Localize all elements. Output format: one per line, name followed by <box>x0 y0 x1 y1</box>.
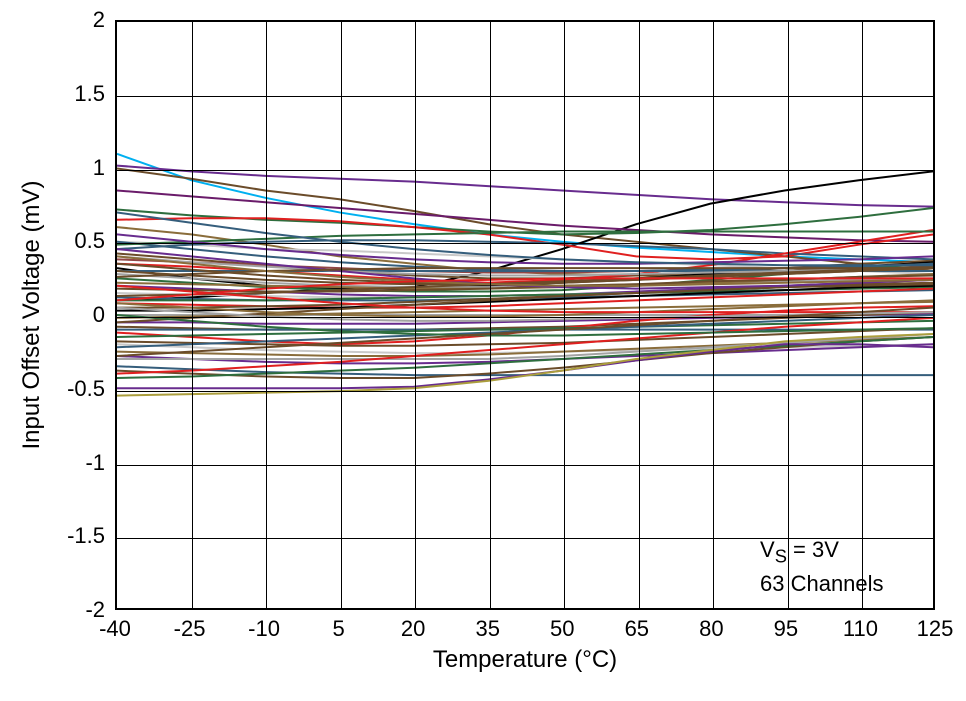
gridline-h <box>117 96 933 97</box>
plot-area <box>115 20 935 610</box>
gridline-v <box>341 22 342 608</box>
y-tick-label: 1 <box>93 155 105 181</box>
x-tick-label: 20 <box>401 616 425 642</box>
gridline-h <box>117 465 933 466</box>
annotation-line1: VS = 3V <box>760 537 839 562</box>
x-tick-label: 125 <box>917 616 954 642</box>
gridline-v <box>788 22 789 608</box>
gridline-v <box>862 22 863 608</box>
gridline-v <box>713 22 714 608</box>
x-tick-label: 110 <box>843 616 878 642</box>
y-tick-label: 0.5 <box>74 228 105 254</box>
y-tick-label: -1 <box>85 450 105 476</box>
series-line <box>117 344 933 388</box>
gridline-v <box>415 22 416 608</box>
x-tick-label: 95 <box>774 616 798 642</box>
y-tick-label: 1.5 <box>74 81 105 107</box>
x-axis-label: Temperature (°C) <box>433 646 617 674</box>
gridline-v <box>564 22 565 608</box>
annotation-text: VS = 3V 63 Channels <box>760 535 884 599</box>
gridline-v <box>266 22 267 608</box>
annotation-line2: 63 Channels <box>760 571 884 596</box>
x-tick-label: -25 <box>174 616 206 642</box>
chart-container: Temperature (°C) Input Offset Voltage (m… <box>0 0 966 701</box>
y-tick-label: -0.5 <box>67 376 105 402</box>
series-line <box>117 208 933 234</box>
x-tick-label: 35 <box>475 616 499 642</box>
series-line <box>117 169 933 272</box>
x-tick-label: 50 <box>550 616 574 642</box>
x-tick-label: 5 <box>333 616 345 642</box>
x-tick-label: 80 <box>699 616 723 642</box>
gridline-h <box>117 391 933 392</box>
gridline-h <box>117 243 933 244</box>
y-axis-label: Input Offset Voltage (mV) <box>18 180 46 449</box>
chart-lines <box>117 22 933 608</box>
gridline-v <box>639 22 640 608</box>
series-line <box>117 190 933 241</box>
y-tick-label: 2 <box>93 7 105 33</box>
x-tick-label: 65 <box>625 616 649 642</box>
x-tick-label: -10 <box>248 616 280 642</box>
gridline-h <box>117 317 933 318</box>
gridline-v <box>192 22 193 608</box>
y-tick-label: -2 <box>85 597 105 623</box>
y-tick-label: -1.5 <box>67 523 105 549</box>
gridline-v <box>490 22 491 608</box>
gridline-h <box>117 170 933 171</box>
y-tick-label: 0 <box>93 302 105 328</box>
